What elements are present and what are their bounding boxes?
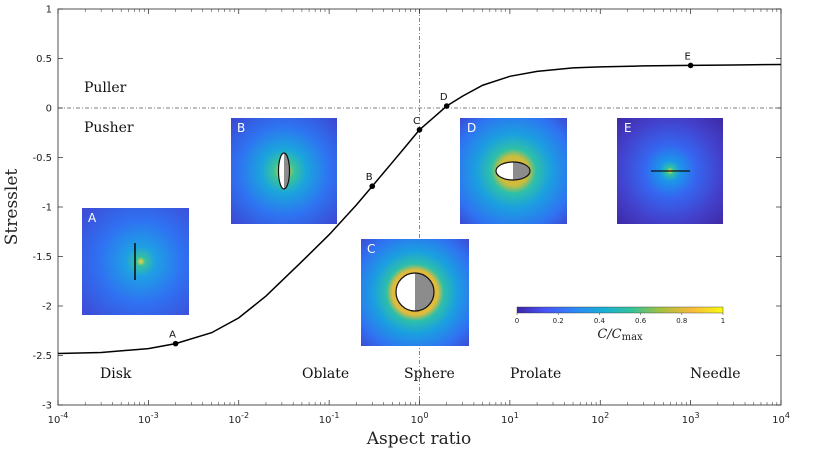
inset-c: C — [361, 239, 469, 346]
inset-b: B — [231, 118, 337, 224]
colorbar: 0 0.2 0.4 0.6 0.8 1 C/Cmax — [515, 306, 725, 343]
colorbar-tick-label: 0.4 — [594, 317, 606, 325]
inset-b-letter: B — [237, 121, 245, 135]
y-tick-label: -0.5 — [32, 153, 52, 164]
inset-a-letter: A — [88, 211, 97, 225]
colorbar-tick-label: 1 — [721, 317, 725, 325]
y-tick-label: -1 — [42, 203, 52, 214]
y-tick-label: -2.5 — [32, 351, 52, 362]
x-tick-label: 103 — [682, 411, 700, 426]
stresslet-curve — [57, 63, 782, 355]
inset-b-particle-active-half — [284, 153, 290, 189]
colorbar-ticks: 0 0.2 0.4 0.6 0.8 1 — [515, 313, 725, 325]
inset-d-letter: D — [467, 121, 476, 135]
point-d-label: D — [440, 92, 448, 103]
needle-label: Needle — [690, 366, 741, 382]
x-tick-label: 10-3 — [138, 411, 159, 426]
y-axis-ticks: 1 0.5 0 -0.5 -1 -1.5 -2 -2.5 -3 — [32, 5, 781, 412]
y-tick-label: 0.5 — [36, 54, 52, 65]
x-tick-label: 10-2 — [228, 411, 249, 426]
colorbar-tick-label: 0 — [515, 317, 519, 325]
x-axis-ticks: 10-4 10-3 10-2 10-1 100 101 102 103 104 — [48, 9, 790, 426]
inset-e: E — [617, 118, 723, 224]
colorbar-tick-label: 0.6 — [635, 317, 647, 325]
disk-label: Disk — [100, 366, 132, 382]
point-a — [172, 340, 179, 347]
colorbar-title: C/Cmax — [597, 327, 643, 343]
inset-b-particle-outline — [277, 152, 291, 190]
inset-c-particle-active-half — [415, 273, 434, 311]
inset-a: A — [82, 208, 189, 315]
point-b-label: B — [366, 172, 373, 183]
y-tick-label: -3 — [42, 401, 52, 412]
prolate-label: Prolate — [510, 366, 561, 382]
point-d — [443, 103, 450, 109]
x-tick-label: 10-1 — [319, 411, 340, 426]
inset-b-particle-inert-half — [278, 153, 284, 189]
y-tick-label: -2 — [42, 302, 52, 313]
point-b — [369, 183, 376, 190]
inset-c-letter: C — [367, 242, 375, 256]
inset-d-particle-active-half — [513, 162, 530, 180]
sphere-label: Sphere — [404, 366, 455, 382]
x-tick-label: 101 — [501, 411, 519, 426]
point-c-label: C — [413, 116, 420, 127]
inset-e-letter: E — [624, 121, 632, 135]
oblate-label: Oblate — [302, 366, 349, 382]
x-tick-label: 104 — [772, 411, 790, 426]
colorbar-tick-label: 0.2 — [553, 317, 564, 325]
pusher-label: Pusher — [84, 120, 134, 136]
colorbar-tick-label: 0.8 — [676, 317, 687, 325]
y-tick-label: -1.5 — [32, 252, 52, 263]
y-tick-label: 0 — [46, 104, 52, 115]
point-a-label: A — [169, 330, 176, 341]
x-tick-label: 102 — [591, 411, 609, 426]
inset-c-particle-outline — [395, 272, 435, 312]
point-c — [416, 126, 423, 133]
x-tick-label: 100 — [411, 411, 429, 426]
inset-c-particle-inert-half — [396, 273, 415, 311]
colorbar-gradient — [516, 306, 724, 314]
inset-d-particle-inert-half — [496, 162, 513, 180]
marked-points: A B C D E — [169, 51, 694, 347]
inset-d-particle-outline — [495, 161, 531, 181]
y-axis-title: Stresslet — [2, 169, 22, 246]
x-axis-title: Aspect ratio — [366, 429, 471, 449]
point-e-label: E — [684, 51, 690, 62]
puller-label: Puller — [84, 80, 127, 96]
x-tick-label: 10-4 — [48, 411, 69, 426]
y-tick-label: 1 — [46, 5, 52, 16]
inset-d: D — [460, 118, 567, 224]
point-e — [687, 62, 694, 69]
